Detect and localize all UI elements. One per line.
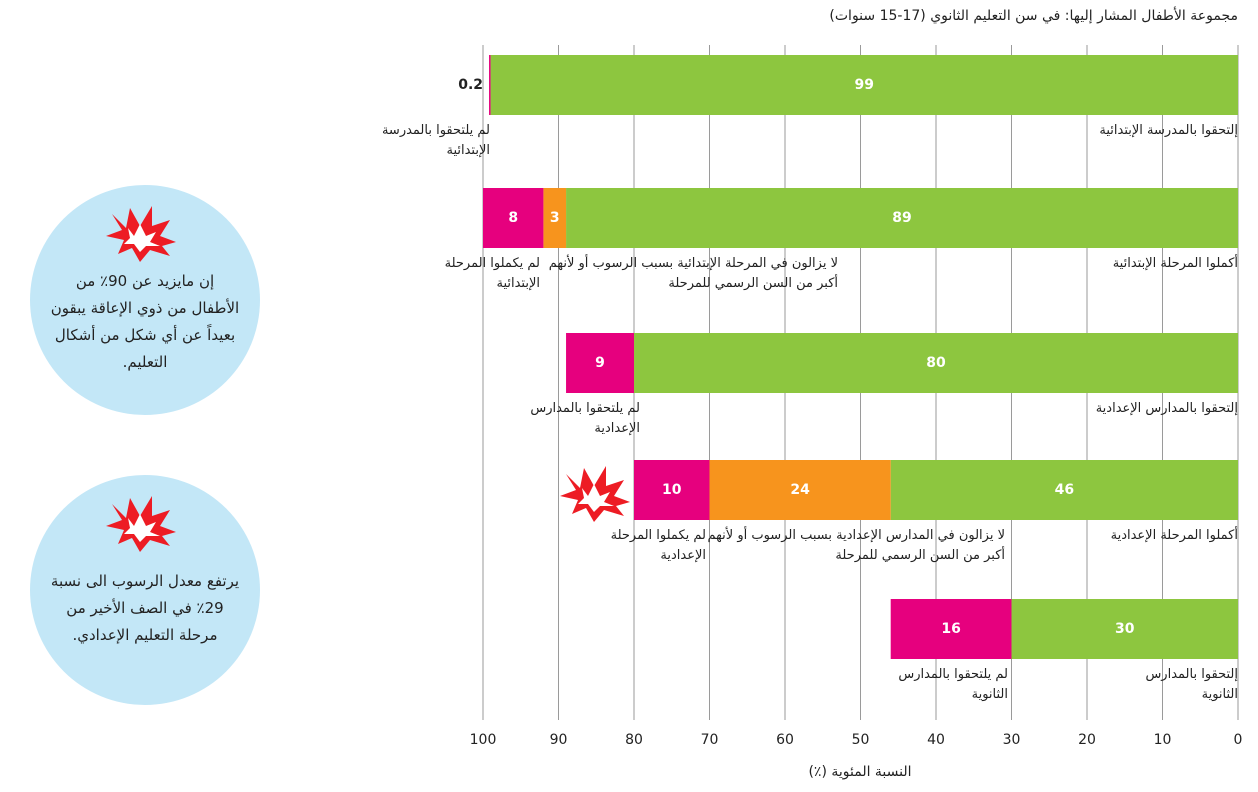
x-tick-label: 90 <box>550 732 568 748</box>
x-tick-label: 0 <box>1234 732 1243 748</box>
bar-segment <box>1011 599 1238 659</box>
bar-segment <box>890 460 1238 520</box>
segment-label: لا يزالون في المرحلة الإبتدائية بسبب الر… <box>548 256 838 291</box>
segment-label: لم يكملوا المرحلة الإبتدائية <box>444 256 540 291</box>
bar-segment <box>489 55 491 115</box>
bar-segment <box>483 188 544 248</box>
callout-circle <box>30 475 260 705</box>
x-tick-label: 70 <box>701 732 719 748</box>
callout-text: إن مايزيد عن 90٪ من الأطفال من ذوي الإعا… <box>50 272 240 371</box>
x-tick-label: 60 <box>776 732 794 748</box>
value-label: 30 <box>1115 621 1135 637</box>
value-label: 8 <box>508 210 518 226</box>
value-label: 16 <box>941 621 960 637</box>
segment-label: أكملوا المرحلة الإعدادية <box>1110 528 1238 543</box>
value-label: 99 <box>855 77 874 93</box>
segment-label: لم يلتحقوا بالمدرسة الإبتدائية <box>381 123 490 158</box>
x-tick-label: 50 <box>852 732 870 748</box>
value-label: 46 <box>1055 482 1074 498</box>
bar-segment <box>709 460 891 520</box>
value-label: 9 <box>595 355 605 371</box>
segment-label: لم يكملوا المرحلة الإعدادية <box>610 528 706 563</box>
bar-segment <box>634 333 1238 393</box>
segment-label: إلتحقوا بالمدارس الثانوية <box>1145 667 1238 702</box>
value-label: 10 <box>662 482 682 498</box>
value-label: 24 <box>790 482 810 498</box>
burst-icon-inner <box>124 224 160 252</box>
burst-icon-inner <box>124 514 160 542</box>
bar-segment <box>890 599 1012 659</box>
bar-segment <box>490 55 1238 115</box>
x-tick-label: 40 <box>927 732 945 748</box>
segment-label: أكملوا المرحلة الإبتدائية <box>1112 256 1238 271</box>
segment-label: لم يلتحقوا بالمدارس الإعدادية <box>530 401 640 436</box>
bar-segment <box>543 188 567 248</box>
x-tick-label: 20 <box>1078 732 1096 748</box>
segment-label: إلتحقوا بالمدرسة الإبتدائية <box>1099 123 1238 138</box>
value-label: 80 <box>926 355 946 371</box>
value-label: 3 <box>550 210 560 226</box>
value-label: 0.2 <box>458 77 483 93</box>
x-axis-label: النسبة المئوية (٪) <box>808 764 912 780</box>
segment-label: لم يلتحقوا بالمدارس الثانوية <box>898 667 1008 702</box>
bar-segment <box>634 460 710 520</box>
segment-label: لا يزالون في المدارس الإعدادية بسبب الرس… <box>707 528 1005 563</box>
callout-text: يرتفع معدل الرسوب الى نسبة 29٪ في الصف ا… <box>50 572 240 644</box>
bar-segment <box>566 188 1238 248</box>
x-tick-label: 100 <box>470 732 497 748</box>
burst-icon-inner <box>578 484 614 512</box>
x-tick-label: 80 <box>625 732 643 748</box>
value-label: 89 <box>892 210 911 226</box>
callout-circle <box>30 185 260 415</box>
segment-label: إلتحقوا بالمدارس الإعدادية <box>1095 401 1238 416</box>
chart-title: مجموعة الأطفال المشار إليها: في سن التعل… <box>829 8 1238 24</box>
x-tick-label: 30 <box>1003 732 1021 748</box>
bar-segment <box>566 333 634 393</box>
x-tick-label: 10 <box>1154 732 1172 748</box>
